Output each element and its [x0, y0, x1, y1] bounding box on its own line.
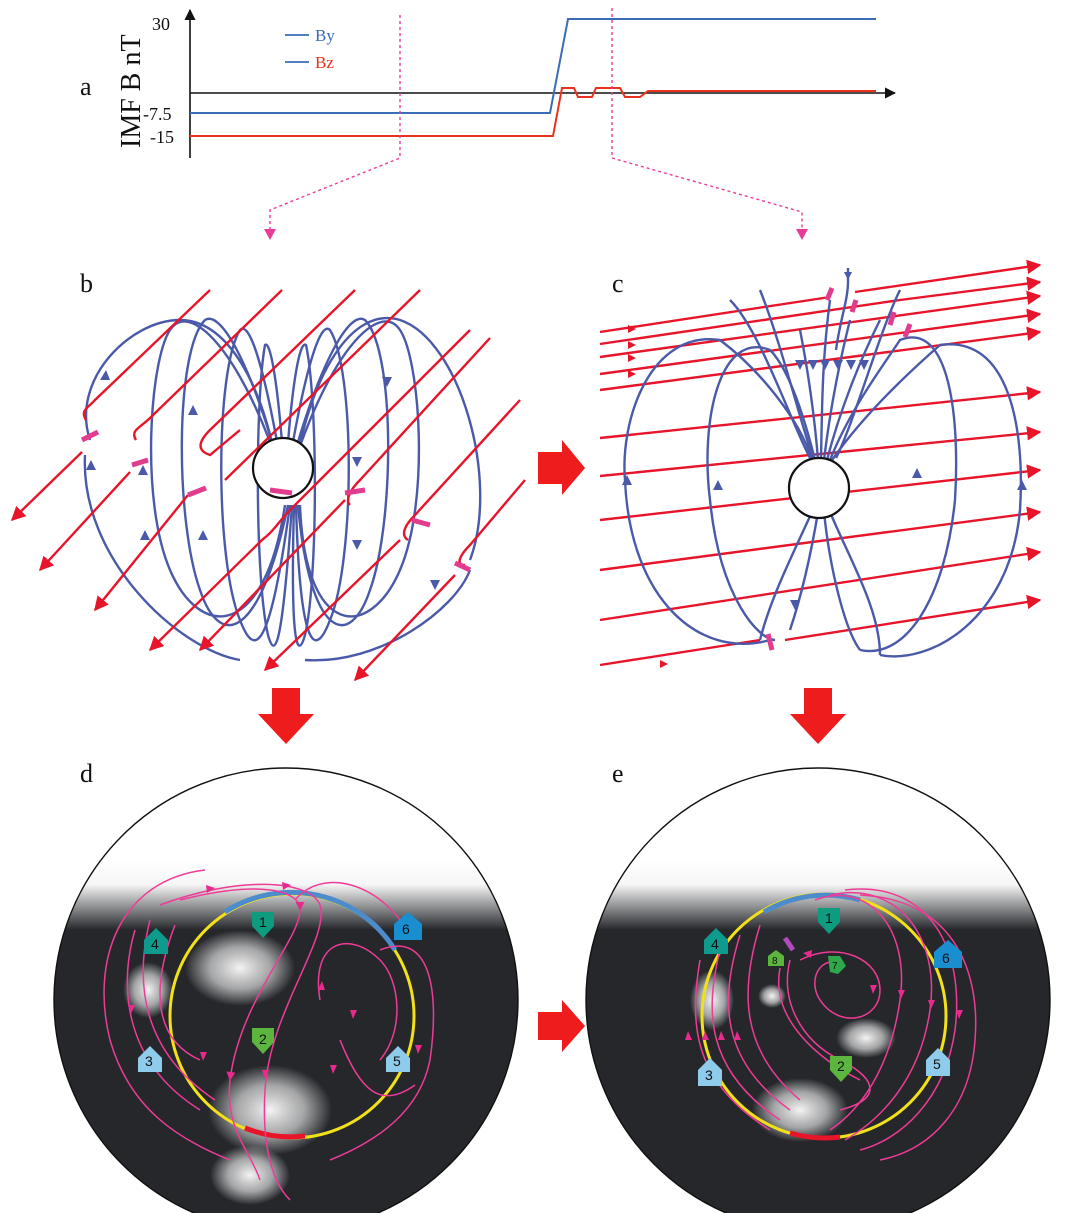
panel-d-badge-4: 4 — [144, 928, 168, 954]
panel-c-northward-imf: c — [599, 259, 1042, 668]
panel-e-oval-nightside — [789, 1130, 841, 1141]
panel-e-badge-3: 3 — [698, 1058, 722, 1086]
panel-b-earth — [251, 436, 315, 500]
guide-line-left — [269, 15, 401, 232]
guide-line-right — [611, 8, 803, 232]
panel-d-convection-lines — [103, 869, 435, 1201]
guide-arrow-right — [796, 229, 808, 240]
panel-e-merging-gap — [782, 936, 796, 952]
panel-b-southward-imf: b — [10, 269, 526, 682]
panel-letter-d: d — [80, 759, 93, 788]
panel-e-oval-dayside — [762, 892, 861, 915]
transition-arrow-d-to-e — [538, 1000, 585, 1052]
svg-text:2: 2 — [259, 1031, 267, 1047]
panel-e-disk-outline — [585, 767, 1051, 1213]
svg-text:3: 3 — [145, 1053, 153, 1069]
svg-text:5: 5 — [393, 1053, 401, 1069]
y-tick-minus-7-5: -7.5 — [143, 104, 172, 124]
transition-arrow-b-to-d — [258, 688, 314, 744]
svg-text:3: 3 — [705, 1067, 713, 1083]
panel-b-reconnection-sites — [80, 429, 472, 573]
panel-d-badge-5: 5 — [386, 1046, 410, 1072]
legend-label-by: By — [315, 26, 335, 45]
panel-e-badge-6: 6 — [934, 940, 962, 968]
svg-text:4: 4 — [151, 936, 159, 952]
svg-text:1: 1 — [259, 914, 267, 930]
panel-e-aurora-blob — [836, 1018, 896, 1058]
panel-d-badge-1: 1 — [252, 912, 274, 938]
panel-d-disk-outline — [53, 767, 519, 1213]
panel-a-imf-chart: a IMF B nT 30 -7.5 -15 By Bz — [80, 8, 897, 240]
panel-e-badge-8: 8 — [768, 950, 784, 967]
panel-e-badge-5: 5 — [926, 1048, 950, 1076]
panel-c-earth — [787, 456, 851, 520]
panel-e-polar-convection: e — [585, 759, 1051, 1213]
panel-e-convection-lines — [685, 888, 977, 1161]
y-tick-minus-15: -15 — [150, 127, 174, 147]
panel-d-oval-nightside — [244, 1125, 306, 1140]
series-bz-line — [190, 87, 876, 137]
y-axis-label: IMF B nT — [116, 34, 147, 148]
panel-e-badge-4: 4 — [704, 928, 728, 954]
guide-arrow-left — [264, 229, 276, 240]
panel-d-polar-convection: d — [53, 759, 519, 1213]
panel-letter-b: b — [80, 269, 93, 298]
panel-d-aurora-blob — [208, 1065, 332, 1155]
transition-arrow-b-to-c — [538, 440, 585, 495]
panel-e-badge-2: 2 — [830, 1056, 852, 1082]
panel-letter-a: a — [80, 72, 92, 101]
svg-text:7: 7 — [832, 961, 838, 972]
panel-d-badge-3: 3 — [138, 1046, 162, 1072]
panel-d-badge-6: 6 — [394, 912, 422, 940]
series-by-line — [190, 18, 876, 114]
y-tick-30: 30 — [152, 14, 170, 34]
panel-letter-c: c — [612, 269, 624, 298]
legend-label-bz: Bz — [315, 53, 334, 72]
panel-c-reconnection-sites — [765, 287, 913, 651]
panel-d-aurora-blob — [210, 1145, 290, 1205]
panel-d-aurora-blob — [185, 930, 295, 1006]
svg-text:6: 6 — [402, 921, 410, 937]
svg-text:8: 8 — [772, 956, 778, 967]
panel-e-badge-7: 7 — [828, 956, 846, 974]
panel-d-badge-2: 2 — [252, 1028, 274, 1054]
svg-text:1: 1 — [825, 910, 833, 926]
panel-e-badge-1: 1 — [818, 908, 840, 934]
svg-text:4: 4 — [711, 936, 719, 952]
panel-letter-e: e — [612, 759, 624, 788]
panel-e-aurora-blob — [752, 1078, 848, 1142]
panel-c-field-lines — [622, 268, 1027, 658]
svg-text:6: 6 — [942, 950, 950, 966]
svg-text:5: 5 — [933, 1056, 941, 1072]
svg-text:2: 2 — [837, 1058, 845, 1074]
transition-arrow-c-to-e — [790, 688, 846, 744]
panel-d-oval-dayside — [223, 889, 398, 952]
